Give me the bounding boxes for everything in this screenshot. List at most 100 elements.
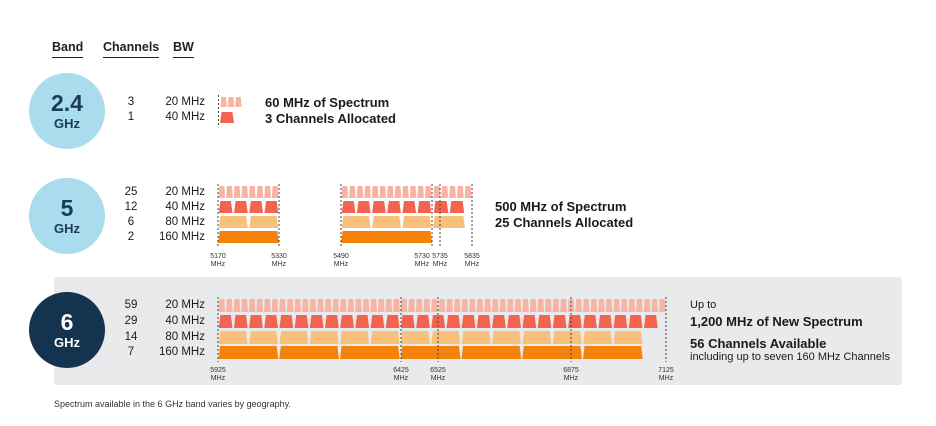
channel-20mhz [628, 299, 636, 312]
channel-20mhz [264, 299, 271, 312]
channel-20mhz [227, 97, 235, 107]
row-bw: 40 MHz [165, 111, 205, 123]
channel-20mhz [235, 97, 242, 107]
channel-20mhz [362, 299, 370, 312]
row-bw: 40 MHz [165, 201, 205, 213]
channel-20mhz [394, 186, 402, 198]
channel-80mhz [461, 331, 491, 344]
tick-6-freq: 6875 [563, 367, 579, 374]
channel-20mhz [514, 299, 522, 312]
row-bw: 80 MHz [165, 331, 205, 343]
channel-20mhz [598, 299, 605, 312]
row-channels: 2 [127, 231, 135, 243]
channel-40mhz [218, 201, 233, 213]
tick-5-unit: MHz [415, 261, 430, 268]
channel-40mhz [613, 315, 628, 328]
channel-40mhz [643, 315, 658, 328]
channel-20mhz [484, 299, 491, 312]
channel-20mhz [241, 299, 248, 312]
band-5-unit: GHz [54, 221, 80, 236]
row-channels: 14 [124, 331, 138, 343]
row-channels: 59 [124, 299, 138, 311]
channel-20mhz [249, 186, 256, 198]
channel-20mhz [379, 186, 386, 198]
channel-20mhz [393, 299, 400, 312]
channel-20mhz [324, 299, 332, 312]
channel-160mhz [522, 346, 582, 359]
channel-20mhz [433, 186, 441, 198]
channel-80mhz [400, 331, 430, 344]
channel-160mhz [461, 346, 522, 359]
channel-20mhz [356, 186, 364, 198]
channel-20mhz [476, 299, 484, 312]
channel-80mhz [492, 331, 521, 344]
channel-20mhz [441, 186, 449, 198]
channel-40mhz [385, 315, 400, 328]
row-channels: 12 [124, 201, 138, 213]
tick-6-unit: MHz [431, 375, 446, 382]
tick-6-freq: 7125 [658, 367, 674, 374]
channel-20mhz [636, 299, 643, 312]
channel-20mhz [385, 299, 393, 312]
channel-20mhz [417, 186, 424, 198]
channel-20mhz [529, 299, 537, 312]
channel-20mhz [271, 186, 279, 198]
channel-20mhz [302, 299, 309, 312]
channel-20mhz [461, 299, 469, 312]
channel-20mhz [286, 299, 294, 312]
row-channels: 7 [127, 346, 135, 358]
channel-20mhz [271, 299, 279, 312]
channel-20mhz [371, 186, 379, 198]
channel-40mhz [249, 315, 263, 328]
footnote: Spectrum available in the 6 GHz band var… [54, 399, 291, 409]
tick-6-unit: MHz [659, 375, 674, 382]
row-bw: 40 MHz [165, 315, 205, 327]
channel-80mhz [522, 331, 552, 344]
channel-20mhz [279, 299, 286, 312]
channel-40mhz [341, 201, 356, 213]
channel-40mhz [433, 201, 449, 213]
channel-20mhz [507, 299, 514, 312]
summary-2-4-channels: 3 Channels Allocated [265, 111, 396, 126]
tick-5-freq: 5490 [333, 253, 349, 260]
row-bw: 160 MHz [158, 346, 205, 358]
channel-40mhz [476, 315, 491, 328]
channel-160mhz [218, 346, 279, 359]
channel-40mhz [461, 315, 476, 328]
channel-20mhz [241, 186, 248, 198]
channel-20mhz [491, 299, 499, 312]
channel-20mhz [522, 299, 529, 312]
channel-40mhz [370, 315, 385, 328]
tick-5-unit: MHz [433, 261, 448, 268]
channel-40mhz [449, 201, 465, 213]
channel-80mhz [431, 331, 461, 344]
channel-40mhz [218, 315, 233, 328]
channel-20mhz [220, 97, 227, 107]
channel-40mhz [325, 315, 339, 328]
row-bw: 20 MHz [165, 96, 205, 108]
channel-20mhz [256, 299, 264, 312]
channel-40mhz [372, 201, 386, 213]
channel-20mhz [620, 299, 628, 312]
channel-20mhz [423, 299, 431, 312]
channel-40mhz [264, 315, 278, 328]
channel-80mhz [552, 331, 582, 344]
channel-40mhz [400, 315, 415, 328]
channel-20mhz [349, 186, 356, 198]
channel-20mhz [651, 299, 658, 312]
channel-40mhz [522, 315, 537, 328]
channel-160mhz [279, 346, 339, 359]
channel-160mhz [582, 346, 643, 359]
tick-5-freq: 5330 [271, 253, 287, 260]
channel-20mhz [438, 299, 446, 312]
channel-20mhz [226, 186, 233, 198]
channel-20mhz [545, 299, 552, 312]
channel-20mhz [370, 299, 377, 312]
channel-20mhz [552, 299, 560, 312]
channel-40mhz [628, 315, 643, 328]
channel-20mhz [332, 299, 339, 312]
summary-5-spectrum: 500 MHz of Spectrum [495, 199, 627, 214]
channel-20mhz [605, 299, 613, 312]
channel-80mhz [341, 216, 371, 228]
row-bw: 80 MHz [165, 216, 205, 228]
